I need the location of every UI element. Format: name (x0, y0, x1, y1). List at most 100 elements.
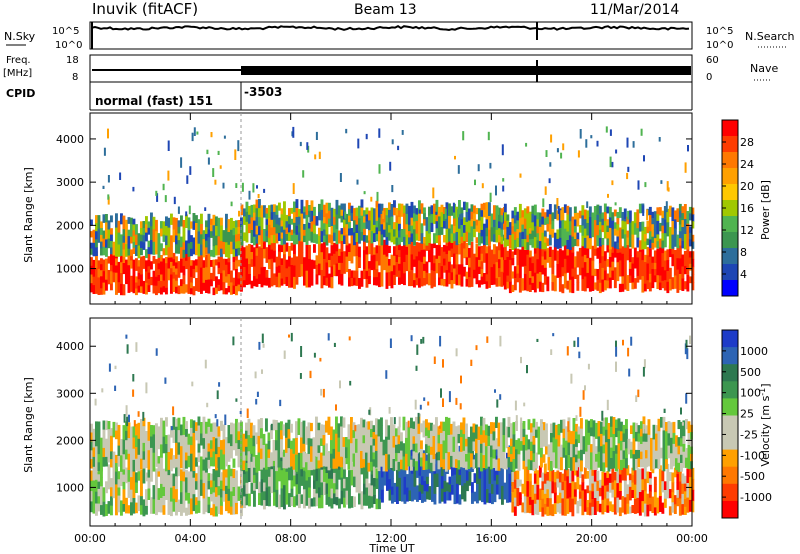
heatmap-cell (691, 489, 695, 502)
heatmap-cell (506, 269, 510, 277)
heatmap-cell (541, 247, 545, 257)
heatmap-cell (320, 243, 324, 253)
heatmap-cell (272, 419, 276, 431)
heatmap-cell (345, 256, 349, 273)
heatmap-cell (448, 203, 451, 217)
heatmap-cell (182, 257, 186, 267)
heatmap-cell (353, 232, 356, 246)
heatmap-cell (120, 234, 123, 246)
heatmap-cell (690, 461, 693, 469)
heatmap-cell (642, 424, 645, 434)
heatmap-cell (407, 420, 410, 428)
heatmap-cell (645, 458, 648, 468)
heatmap-cell (127, 422, 131, 439)
freq-panel (89, 54, 693, 83)
heatmap-cell (403, 468, 407, 478)
heatmap-cell (258, 341, 261, 350)
heatmap-cell (290, 218, 294, 225)
heatmap-cell (342, 437, 346, 448)
heatmap-cell (573, 213, 577, 220)
heatmap-cell (100, 241, 103, 249)
heatmap-cell (355, 478, 359, 493)
heatmap-cell (642, 441, 646, 455)
heatmap-cell (423, 219, 426, 226)
heatmap-cell (220, 217, 223, 226)
heatmap-cell (117, 272, 121, 283)
heatmap-cell (135, 482, 138, 493)
heatmap-cell (320, 199, 324, 211)
heatmap-cell (255, 234, 259, 244)
cpid-label: CPID (6, 87, 35, 100)
heatmap-cell (665, 422, 668, 432)
heatmap-cell (383, 208, 386, 216)
heatmap-cell (147, 431, 151, 442)
heatmap-cell (660, 447, 663, 459)
heatmap-cell (586, 500, 590, 508)
heatmap-cell (137, 233, 141, 246)
heatmap-cell (611, 161, 614, 168)
heatmap-cell (575, 439, 578, 448)
heatmap-cell (586, 258, 590, 274)
heatmap-cell (631, 234, 635, 249)
heatmap-cell (263, 500, 266, 510)
heatmap-cell (170, 487, 173, 503)
heatmap-cell (641, 468, 645, 480)
heatmap-cell (683, 250, 687, 259)
heatmap-cell (360, 491, 364, 510)
heatmap-cell (215, 506, 218, 517)
heatmap-cell (310, 498, 314, 507)
heatmap-cell (112, 480, 116, 499)
heatmap-cell (587, 420, 591, 434)
heatmap-cell (358, 482, 361, 494)
heatmap-cell (165, 216, 168, 227)
heatmap-cell (152, 270, 156, 279)
colorbar-swatch (722, 483, 738, 502)
heatmap-cell (671, 242, 675, 255)
heatmap-cell (586, 201, 589, 208)
heatmap-cell (676, 489, 680, 499)
heatmap-cell (666, 181, 669, 191)
heatmap-cell (263, 482, 266, 492)
heatmap-cell (643, 262, 647, 270)
heatmap-cell (280, 238, 284, 246)
heatmap-cell (152, 499, 156, 514)
heatmap-cell (566, 483, 570, 492)
heatmap-cell (320, 482, 324, 496)
heatmap-cell (448, 215, 451, 229)
heatmap-cell (317, 422, 321, 431)
heatmap-cell (507, 416, 511, 428)
heatmap-cell (595, 430, 598, 439)
heatmap-cell (235, 443, 238, 456)
heatmap-cell (378, 465, 382, 483)
heatmap-cell (147, 477, 151, 490)
heatmap-cell (609, 129, 612, 136)
heatmap-cell (412, 428, 416, 437)
heatmap-cell (317, 452, 321, 461)
heatmap-cell (418, 242, 421, 253)
heatmap-cell (268, 259, 271, 270)
heatmap-cell (513, 479, 517, 490)
colorbar-tick-label: -25 (740, 428, 758, 441)
heatmap-cell (215, 477, 218, 488)
heatmap-cell (690, 439, 693, 448)
heatmap-cell (288, 276, 291, 288)
heatmap-cell (145, 282, 148, 289)
heatmap-cell (137, 495, 141, 512)
heatmap-cell (320, 209, 324, 221)
heatmap-cell (425, 231, 429, 246)
heatmap-cell (497, 422, 501, 435)
heatmap-cell (375, 214, 379, 222)
heatmap-cell (355, 224, 359, 234)
heatmap-cell (172, 217, 176, 230)
heatmap-cell (320, 220, 324, 232)
heatmap-cell (450, 248, 454, 257)
heatmap-cell (478, 489, 482, 501)
heatmap-cell (330, 453, 333, 468)
heatmap-cell (295, 494, 299, 506)
heatmap-cell (531, 256, 535, 264)
heatmap-cell (506, 485, 509, 503)
heatmap-cell (558, 482, 562, 494)
heatmap-cell (370, 428, 373, 438)
heatmap-cell (270, 425, 273, 440)
heatmap-cell (382, 439, 386, 456)
